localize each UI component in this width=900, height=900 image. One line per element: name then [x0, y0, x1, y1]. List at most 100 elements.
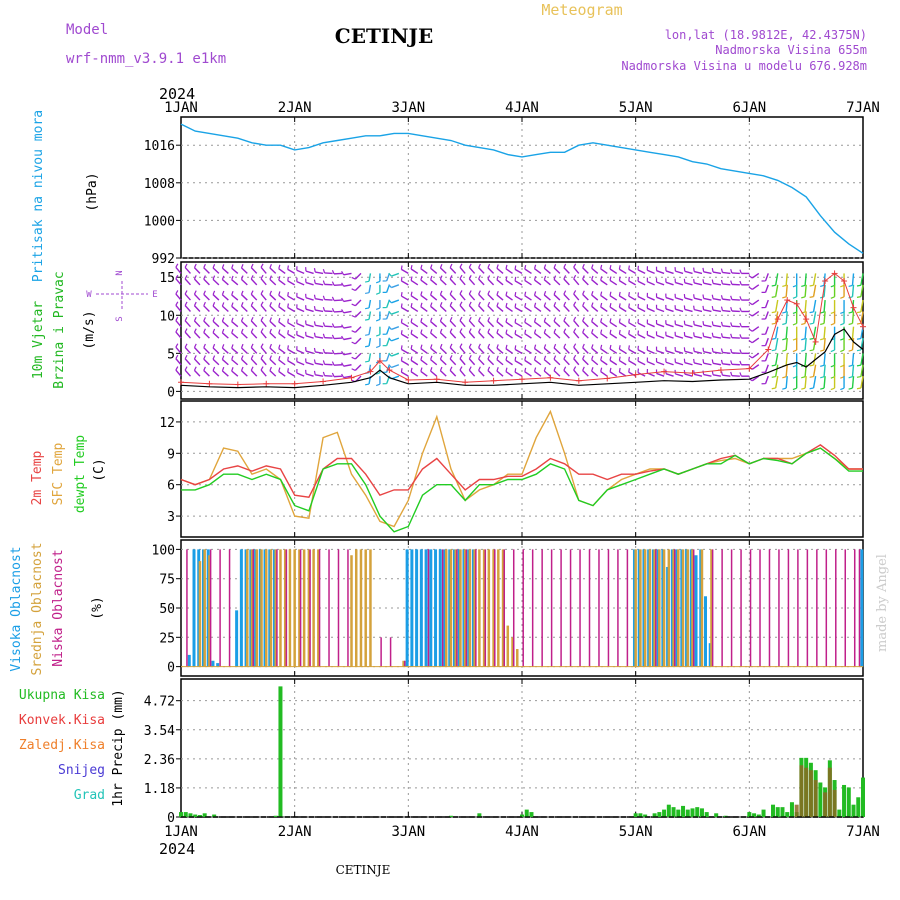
wind-barb — [656, 361, 665, 366]
wind-barb — [812, 273, 817, 286]
wind-barb — [600, 306, 608, 313]
wind-barb-flag — [628, 318, 630, 323]
wind-barb-flag — [582, 290, 585, 295]
wind-barb — [609, 348, 618, 354]
wind-barb-flag — [231, 275, 234, 280]
wind-barb-flag — [591, 355, 594, 360]
x-tick-label-bottom: 6JAN — [732, 824, 766, 840]
wind-barb-flag — [524, 344, 527, 350]
cloud-low-bar — [465, 549, 468, 667]
wind-barb — [637, 322, 646, 328]
wind-barb — [694, 308, 703, 313]
wind-barb-flag — [618, 303, 621, 308]
wind-barb-flag — [322, 307, 326, 312]
wind-barb — [368, 284, 372, 293]
wind-barb-flag — [782, 338, 787, 341]
cloud-low-bar — [835, 549, 837, 667]
wind-barb — [656, 308, 665, 313]
wind-barb-flag — [331, 361, 335, 366]
wind-barb — [804, 299, 807, 313]
wind-barb-flag — [449, 366, 453, 371]
wind-barb — [812, 376, 817, 389]
wind-barb — [619, 295, 627, 301]
wind-barb-flag — [591, 290, 594, 296]
wind-barb-flag — [250, 290, 254, 295]
wind-barb-flag — [496, 264, 499, 269]
wind-barb-flag — [221, 328, 225, 334]
wind-barb — [175, 346, 182, 354]
wind-barb — [524, 359, 532, 366]
wind-barb-flag — [582, 366, 585, 371]
wind-barb — [534, 306, 542, 313]
wind-barb-flag — [533, 344, 537, 349]
wind-barb-flag — [801, 387, 806, 390]
wind-barb — [665, 323, 674, 328]
wind-barb — [656, 323, 665, 328]
wind-barb-flag — [365, 345, 370, 348]
cloud-low-bar — [285, 549, 288, 667]
wind-barb-flag — [563, 301, 567, 306]
wind-barb-flag — [375, 372, 381, 375]
wind-barb — [553, 347, 561, 354]
wind-barb-flag — [322, 333, 326, 338]
wind-barb — [250, 347, 258, 354]
precip-total-bar — [789, 802, 794, 817]
wind-barb-flag — [711, 370, 714, 375]
wind-barb-flag — [269, 302, 272, 307]
wind-barb-flag — [693, 347, 695, 352]
wind-barb — [637, 307, 646, 313]
wind-barb — [785, 364, 788, 377]
wind-barb-flag — [582, 343, 585, 348]
wind-barb-flag — [221, 275, 225, 280]
wind-barb-flag — [533, 276, 537, 281]
wind-barb-flag — [250, 366, 254, 371]
wind-barb-flag — [591, 328, 594, 334]
wind-barb — [231, 305, 239, 313]
wind-barb-flag — [250, 301, 254, 306]
wind-barb-flag — [496, 290, 499, 296]
wind-barb — [410, 306, 419, 313]
wind-barb — [563, 320, 570, 328]
wind-barb-flag — [533, 367, 537, 372]
wind-barb — [278, 359, 286, 366]
cloud-low-bar — [579, 549, 581, 667]
wind-barb-flag — [269, 343, 272, 349]
wind-barb — [534, 321, 542, 328]
precip-total-bar — [183, 812, 188, 817]
wind-barb — [305, 323, 314, 328]
wind-barb-flag — [430, 317, 433, 322]
wind-barb — [553, 305, 561, 312]
y-tick-label: 3.54 — [144, 724, 175, 739]
wind-barb-flag — [856, 337, 862, 340]
wind-barb — [315, 309, 324, 313]
wind-barb-flag — [856, 364, 862, 367]
panel-frame — [180, 116, 864, 259]
wind-barb-flag — [505, 367, 508, 372]
x-tick-label-top: 6JAN — [732, 100, 766, 116]
wind-barb — [774, 337, 779, 351]
wind-barb-flag — [496, 328, 499, 334]
gust-line — [180, 272, 864, 386]
wind-barb — [430, 279, 438, 286]
wind-barb — [505, 268, 513, 274]
wind-barb-flag — [514, 292, 517, 297]
wind-barb — [514, 280, 523, 286]
precip-total-bar — [861, 777, 865, 817]
wind-barb — [764, 375, 769, 384]
wind-barb — [703, 373, 712, 377]
wind-barb — [212, 347, 220, 354]
wind-barb-flag — [351, 356, 356, 360]
wind-barb — [175, 278, 182, 286]
wind-barb — [391, 310, 400, 315]
wind-barb-flag — [553, 290, 557, 295]
precip-legend-snow: Snijeg — [58, 763, 105, 778]
cloud-low-bar — [186, 549, 188, 667]
wind-barb — [665, 281, 674, 286]
wind-barb-flag — [260, 366, 264, 371]
wind-barb-flag — [322, 295, 326, 300]
wind-barb — [505, 359, 513, 366]
wind-barb-flag — [711, 332, 714, 337]
wind-barb-flag — [739, 349, 742, 354]
wind-barb — [241, 305, 248, 312]
wind-barb — [534, 268, 542, 274]
